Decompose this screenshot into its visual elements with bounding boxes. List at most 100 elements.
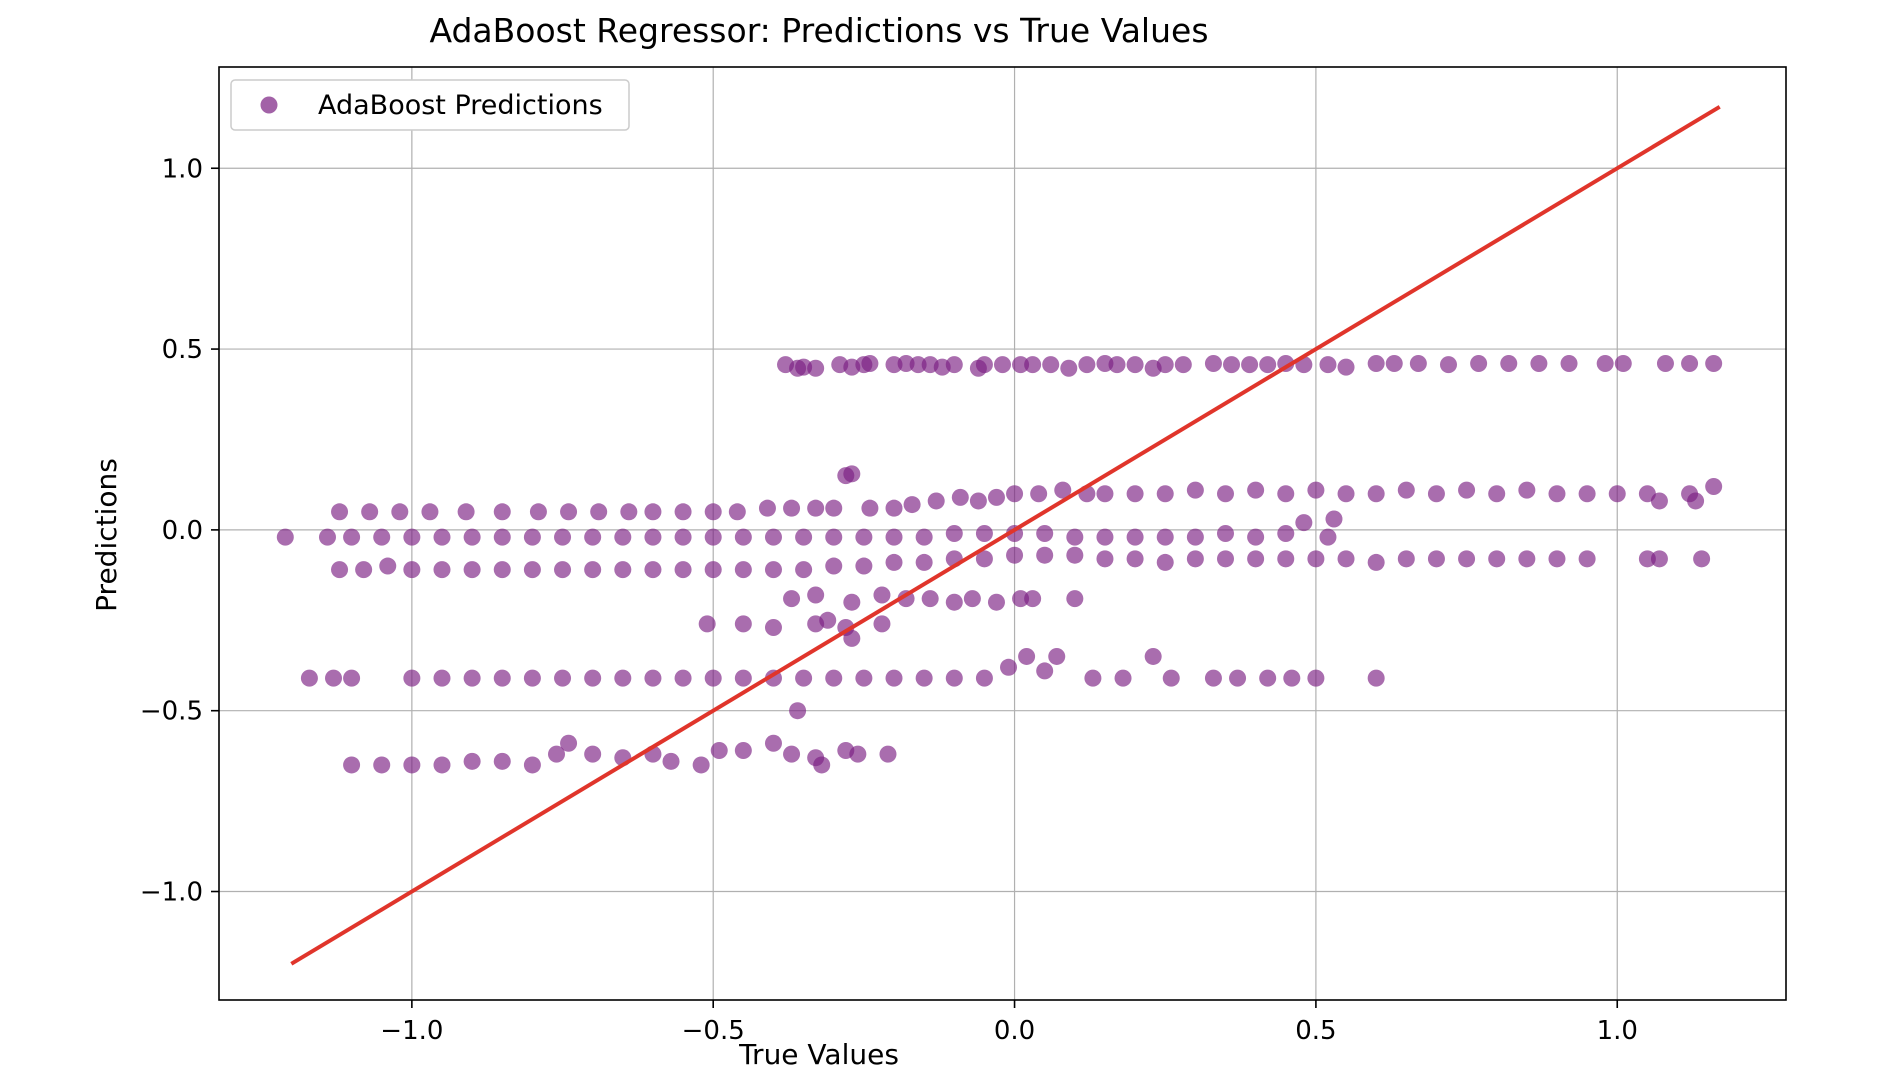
data-point	[1681, 355, 1699, 373]
data-point	[584, 528, 602, 546]
data-point	[807, 499, 825, 517]
x-tick-label: 0.0	[994, 1016, 1035, 1046]
data-point	[795, 528, 813, 546]
data-point	[855, 557, 873, 575]
data-point	[1126, 356, 1144, 374]
data-point	[1307, 550, 1325, 568]
data-point	[1066, 546, 1084, 564]
data-point	[1530, 355, 1548, 373]
data-point	[523, 669, 541, 687]
data-point	[1186, 481, 1204, 499]
data-point	[1247, 481, 1265, 499]
data-point	[969, 492, 987, 510]
data-point	[1337, 358, 1355, 376]
data-point	[318, 528, 336, 546]
data-point	[1325, 510, 1343, 528]
data-point	[1096, 528, 1114, 546]
data-point	[1578, 550, 1596, 568]
data-point	[1608, 485, 1626, 503]
y-tick-label: 0.5	[162, 335, 203, 365]
legend-label: AdaBoost Predictions	[318, 90, 603, 121]
data-point	[1367, 355, 1385, 373]
data-point	[276, 528, 294, 546]
data-point	[1186, 550, 1204, 568]
data-point	[734, 615, 752, 633]
data-point	[403, 669, 421, 687]
reference-line-layer	[290, 105, 1721, 966]
data-point	[861, 499, 879, 517]
data-point	[674, 669, 692, 687]
data-point	[734, 741, 752, 759]
data-point	[644, 528, 662, 546]
legend-frame	[230, 79, 630, 131]
data-point	[554, 528, 572, 546]
data-point	[1204, 355, 1222, 373]
data-point	[1216, 485, 1234, 503]
data-point	[1560, 355, 1578, 373]
data-point	[300, 669, 318, 687]
data-point	[783, 745, 801, 763]
data-point	[614, 669, 632, 687]
data-point	[1096, 485, 1114, 503]
data-point	[1216, 550, 1234, 568]
data-point	[1114, 669, 1132, 687]
data-point	[1397, 550, 1415, 568]
data-point	[1500, 355, 1518, 373]
data-point	[1458, 481, 1476, 499]
data-point	[1144, 647, 1162, 665]
data-point	[1693, 550, 1711, 568]
data-point	[764, 561, 782, 579]
data-point	[921, 590, 939, 608]
data-point	[493, 528, 511, 546]
x-tick-label: −0.5	[682, 1016, 745, 1046]
data-point	[861, 355, 879, 373]
data-point	[807, 359, 825, 377]
data-point	[1006, 546, 1024, 564]
data-point	[1054, 481, 1072, 499]
x-tick-label: 1.0	[1597, 1016, 1638, 1046]
data-point	[1247, 528, 1265, 546]
data-point	[825, 557, 843, 575]
data-point	[1283, 669, 1301, 687]
data-point	[975, 669, 993, 687]
data-point	[1409, 355, 1427, 373]
data-point	[903, 496, 921, 514]
data-point	[662, 752, 680, 770]
data-point	[1126, 550, 1144, 568]
data-point	[987, 593, 1005, 611]
data-point	[1307, 669, 1325, 687]
data-point	[343, 756, 361, 774]
data-point	[674, 528, 692, 546]
data-point	[373, 756, 391, 774]
y-tick-label: 1.0	[162, 154, 203, 184]
data-point	[915, 528, 933, 546]
data-point	[1126, 485, 1144, 503]
data-point	[855, 528, 873, 546]
data-point	[644, 503, 662, 521]
data-point	[1036, 546, 1054, 564]
plot-frame	[218, 66, 1787, 1001]
data-point	[843, 629, 861, 647]
data-point	[1223, 356, 1241, 374]
data-point	[1548, 485, 1566, 503]
data-point	[1012, 356, 1030, 374]
data-point	[945, 593, 963, 611]
data-point	[391, 503, 409, 521]
data-point	[734, 528, 752, 546]
data-point	[1024, 590, 1042, 608]
data-point	[644, 561, 662, 579]
x-axis-ticks: −1.0 −0.5 0.0 0.5 1.0	[380, 1000, 1638, 1046]
data-point	[1548, 550, 1566, 568]
data-point	[1162, 669, 1180, 687]
data-point	[1036, 525, 1054, 542]
data-point	[764, 528, 782, 546]
data-point	[331, 561, 349, 579]
data-point	[1596, 355, 1614, 373]
legend-marker	[260, 96, 278, 114]
data-point	[331, 503, 349, 521]
data-point	[783, 590, 801, 608]
data-point	[1078, 356, 1096, 374]
chart-title: AdaBoost Regressor: Predictions vs True …	[429, 11, 1208, 50]
data-point	[560, 734, 578, 752]
